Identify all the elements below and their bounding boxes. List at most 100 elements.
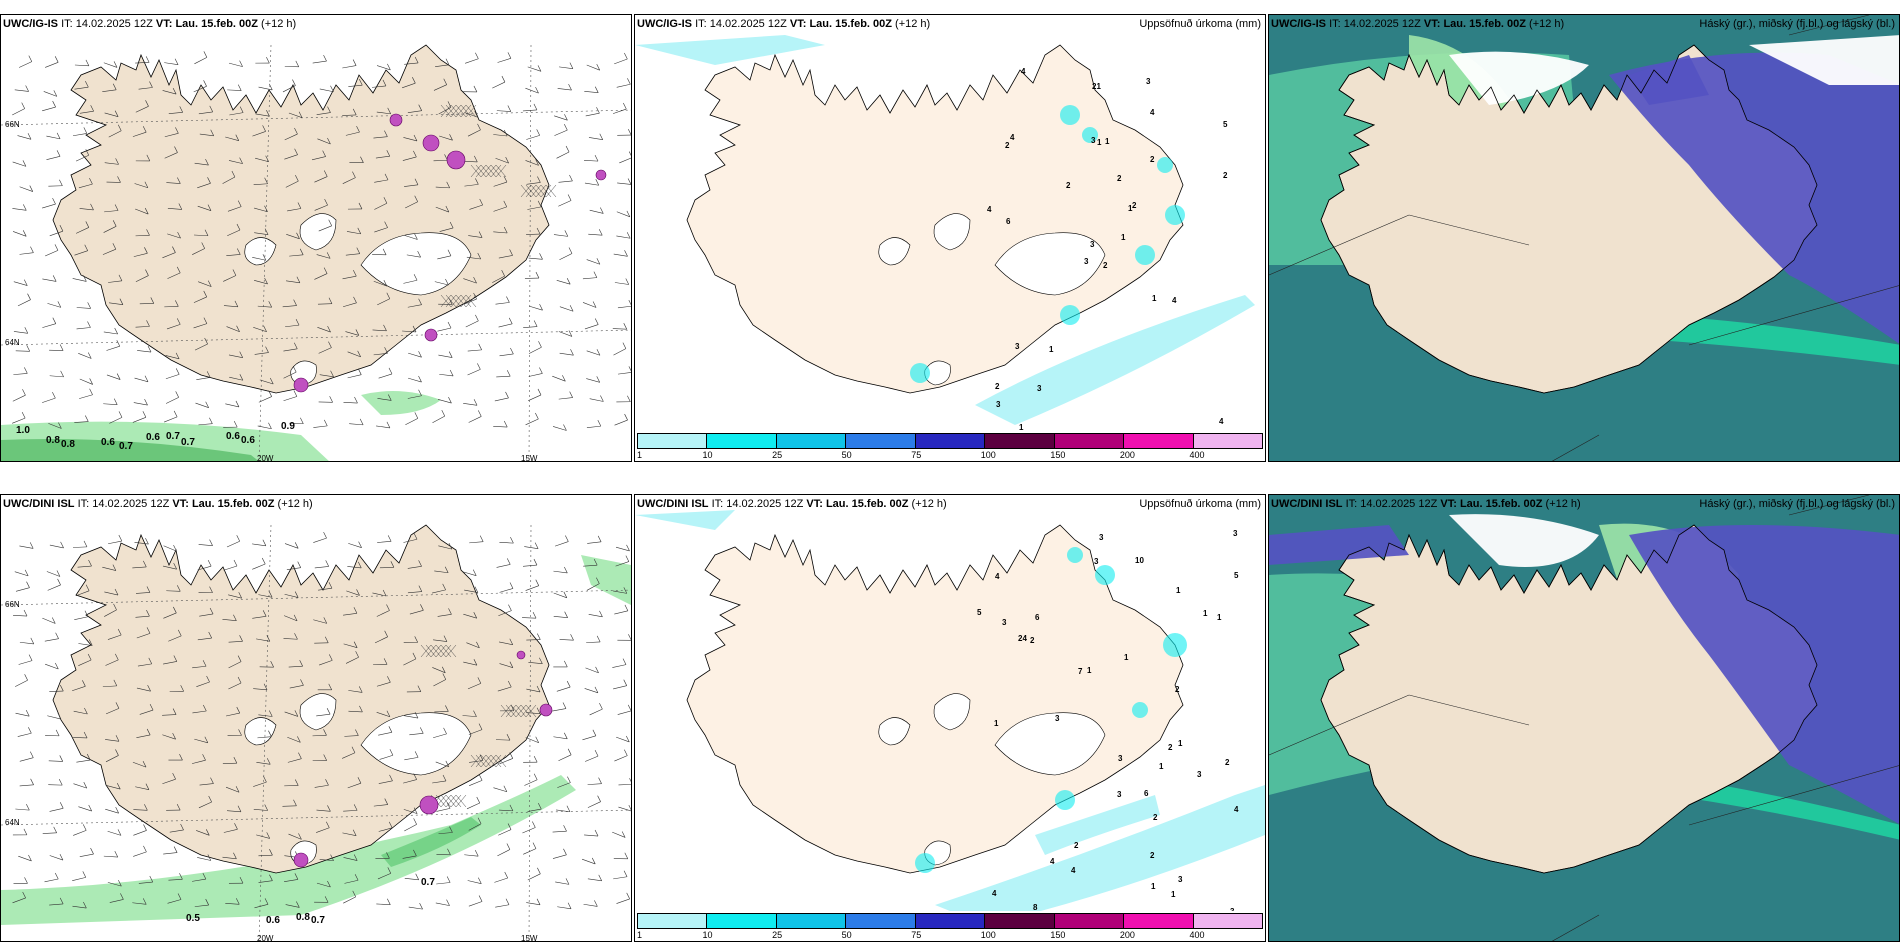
- wind-barb-flag: [595, 179, 600, 186]
- panel-field-label: Uppsöfnuð úrkoma (mm): [1139, 18, 1261, 30]
- scale-color-cell: [846, 914, 916, 928]
- wind-barb-flag: [85, 149, 90, 156]
- hatch-line: [540, 184, 552, 198]
- wind-barb-flag: [533, 558, 538, 566]
- wind-barb: [194, 343, 208, 351]
- wind-barb-flag: [501, 270, 505, 277]
- wind-barb-flag: [532, 612, 537, 619]
- wind-barb-flag: [266, 110, 270, 117]
- wind-barb: [19, 252, 34, 255]
- wind-barb-flag: [473, 710, 477, 717]
- hatch-line: [510, 704, 522, 718]
- wind-barb: [194, 234, 209, 237]
- wind-barb-flag: [298, 111, 303, 118]
- panel-r2-precip: UWC/DINI ISL IT: 14.02.2025 12Z VT: Lau.…: [634, 494, 1266, 942]
- wind-barb-flag: [323, 170, 328, 177]
- wind-barb: [225, 136, 239, 141]
- wind-barb-flag: [146, 229, 150, 236]
- wind-barb-flag: [506, 296, 510, 303]
- wind-barb-flag: [597, 795, 601, 802]
- wind-barb-flag: [269, 83, 273, 91]
- wind-barb: [583, 903, 598, 907]
- wind-barb: [13, 331, 28, 334]
- wind-barb-flag: [206, 829, 210, 836]
- wind-barb-flag: [358, 561, 362, 569]
- wind-barb-flag: [30, 637, 35, 645]
- wind-value-label: 0.5: [186, 913, 200, 924]
- scale-tick-label: 10: [702, 450, 713, 460]
- wind-barb-flag: [389, 774, 393, 781]
- wind-barb-flag: [359, 418, 364, 426]
- wind-barb: [584, 159, 599, 162]
- wind-barb: [253, 688, 268, 691]
- wind-barb-flag: [327, 880, 331, 888]
- wind-barb-flag: [353, 641, 358, 648]
- glacier-area: [299, 693, 337, 731]
- wind-barb-flag: [24, 327, 29, 334]
- wind-barb-flag: [477, 252, 482, 260]
- wind-barb-flag: [236, 535, 241, 542]
- wind-barb: [48, 423, 62, 429]
- wind-barb-flag: [622, 658, 627, 665]
- wind-barb: [586, 64, 600, 71]
- wind-barb-flag: [355, 729, 359, 736]
- wind-barb-flag: [23, 828, 28, 836]
- wind-barb-flag: [322, 150, 326, 157]
- wind-barb-flag: [593, 559, 598, 566]
- wind-barb: [13, 281, 28, 286]
- wind-barb: [197, 183, 211, 189]
- wind-barb: [499, 353, 514, 357]
- wind-barb-flag: [60, 541, 64, 549]
- wind-barb-flag: [328, 341, 332, 348]
- wind-barb-flag: [413, 533, 418, 540]
- wind-barb-flag: [390, 561, 395, 568]
- wind-barb-flag: [54, 56, 59, 63]
- wind-barb: [342, 65, 357, 69]
- precip-value-label: 3: [1084, 257, 1089, 266]
- wind-barb: [348, 543, 362, 548]
- wind-barb: [436, 808, 451, 812]
- wind-barb: [313, 425, 328, 428]
- wind-barb: [374, 179, 389, 183]
- wind-barb-flag: [353, 296, 357, 303]
- wind-barb-flag: [85, 59, 90, 66]
- wind-barb: [463, 160, 478, 163]
- wind-barb-flag: [442, 673, 447, 680]
- wind-barb-flag: [324, 636, 329, 643]
- wind-barb: [433, 733, 447, 739]
- wind-barb: [584, 90, 599, 93]
- wind-barb-flag: [293, 799, 297, 806]
- wind-barb: [497, 58, 512, 63]
- wind-barb-flag: [173, 846, 178, 853]
- wind-barb-flag: [535, 412, 539, 420]
- wind-barb-flag: [146, 320, 150, 327]
- wind-barb: [373, 280, 387, 287]
- hatch-line: [440, 104, 452, 118]
- wind-barb: [526, 902, 541, 906]
- wind-barb-flag: [625, 555, 630, 562]
- boundary-line: [1788, 15, 1870, 36]
- wind-barb: [525, 418, 539, 426]
- wind-barb-flag: [477, 817, 482, 824]
- wind-barb-flag: [358, 368, 362, 375]
- wind-barb: [434, 281, 449, 286]
- wind-barb-flag: [175, 300, 179, 307]
- wind-barb-flag: [564, 566, 568, 574]
- wind-barb-flag: [28, 654, 33, 661]
- precip-value-label: 3: [1233, 529, 1238, 538]
- wind-barb: [433, 639, 447, 642]
- wind-barb-flag: [596, 107, 600, 114]
- precip-value-label: 3: [1091, 136, 1096, 145]
- wind-barb: [222, 619, 237, 622]
- wind-barb: [614, 58, 628, 65]
- wind-barb-flag: [294, 633, 298, 640]
- wind-barb: [403, 779, 417, 784]
- wind-barb: [162, 90, 177, 95]
- wind-barb: [525, 737, 539, 744]
- wind-barb: [285, 180, 299, 188]
- wind-barb-flag: [233, 614, 237, 621]
- precip-value-label: 7: [1078, 667, 1083, 676]
- scale-tick-label: 50: [841, 930, 852, 940]
- precip-blob: [1067, 547, 1083, 563]
- wind-barb-flag: [328, 582, 333, 589]
